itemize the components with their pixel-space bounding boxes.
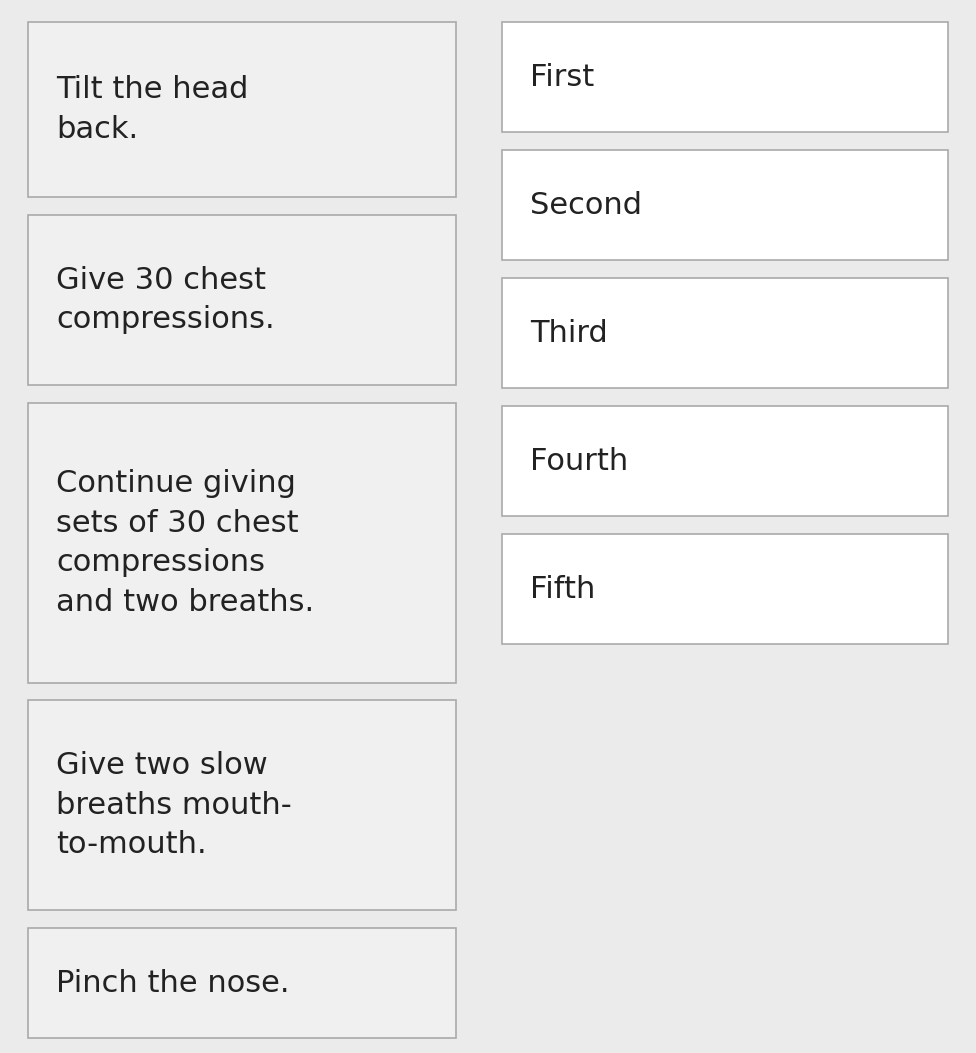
- Text: Second: Second: [530, 191, 642, 219]
- Text: First: First: [530, 62, 594, 92]
- Text: Fifth: Fifth: [530, 575, 595, 603]
- Text: Third: Third: [530, 318, 608, 347]
- FancyBboxPatch shape: [502, 22, 948, 132]
- FancyBboxPatch shape: [28, 215, 456, 385]
- Text: Give 30 chest
compressions.: Give 30 chest compressions.: [56, 265, 274, 334]
- FancyBboxPatch shape: [502, 150, 948, 260]
- Text: Fourth: Fourth: [530, 446, 629, 476]
- FancyBboxPatch shape: [28, 928, 456, 1038]
- FancyBboxPatch shape: [502, 278, 948, 388]
- FancyBboxPatch shape: [502, 534, 948, 644]
- Text: Give two slow
breaths mouth-
to-mouth.: Give two slow breaths mouth- to-mouth.: [56, 751, 292, 859]
- Text: Tilt the head
back.: Tilt the head back.: [56, 76, 248, 143]
- FancyBboxPatch shape: [28, 700, 456, 910]
- FancyBboxPatch shape: [502, 406, 948, 516]
- FancyBboxPatch shape: [28, 22, 456, 197]
- Text: Continue giving
sets of 30 chest
compressions
and two breaths.: Continue giving sets of 30 chest compres…: [56, 470, 314, 616]
- Text: Pinch the nose.: Pinch the nose.: [56, 969, 290, 997]
- FancyBboxPatch shape: [28, 403, 456, 683]
